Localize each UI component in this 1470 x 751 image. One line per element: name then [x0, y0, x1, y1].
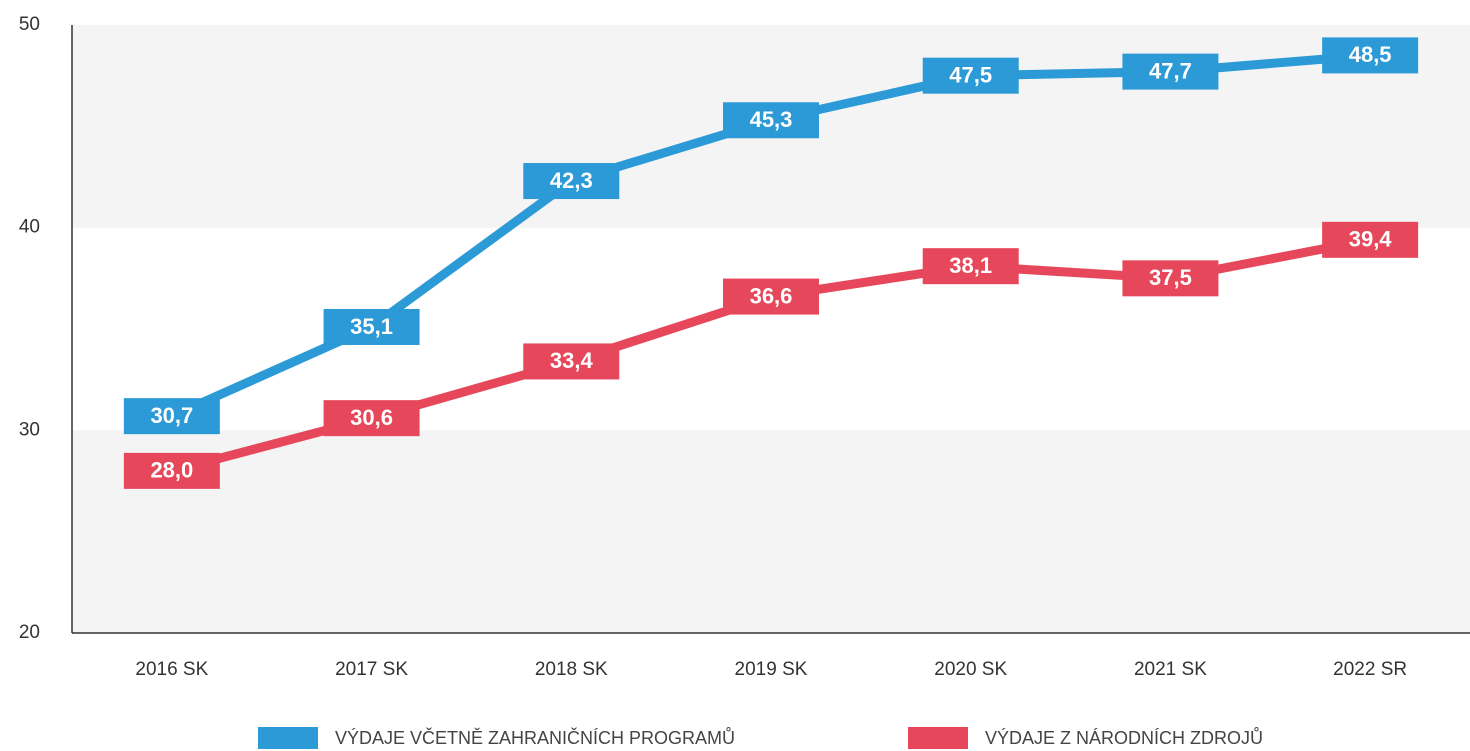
x-tick-label: 2017 SK — [335, 659, 408, 680]
data-label: 38,1 — [949, 253, 992, 278]
label-box — [523, 343, 620, 380]
label-box — [723, 278, 819, 315]
data-label: 47,7 — [1149, 58, 1192, 83]
data-label: 48,5 — [1349, 42, 1392, 67]
y-tick-label: 40 — [19, 217, 40, 238]
data-label: 36,6 — [750, 283, 793, 308]
y-tick-label: 30 — [19, 419, 40, 440]
x-tick-label: 2019 SK — [735, 659, 808, 680]
x-tick-label: 2018 SK — [535, 659, 608, 680]
data-label: 30,7 — [150, 403, 193, 428]
legend-swatch — [258, 727, 318, 749]
label-box — [323, 400, 420, 437]
x-tick-label: 2016 SK — [135, 659, 208, 680]
y-tick-label: 20 — [19, 622, 40, 643]
label-box — [123, 398, 220, 435]
x-tick-label: 2020 SK — [934, 659, 1007, 680]
label-box — [1322, 221, 1419, 258]
plot-band — [72, 430, 1470, 633]
label-box — [1322, 37, 1419, 74]
label-box — [922, 248, 1019, 285]
data-label: 35,1 — [350, 314, 393, 339]
data-label: 39,4 — [1349, 227, 1393, 252]
label-box — [1122, 53, 1219, 90]
y-tick-label: 50 — [19, 14, 40, 35]
data-label: 28,0 — [150, 458, 193, 483]
legend-label: VÝDAJE Z NÁRODNÍCH ZDROJŮ — [985, 727, 1263, 748]
data-label: 45,3 — [750, 107, 793, 132]
data-label: 30,6 — [350, 405, 393, 430]
x-tick-label: 2021 SK — [1134, 659, 1207, 680]
label-box — [723, 102, 819, 139]
label-box — [1122, 260, 1219, 297]
label-box — [523, 163, 620, 200]
x-tick-label: 2022 SR — [1333, 659, 1407, 680]
label-box — [922, 57, 1019, 94]
legend-swatch — [908, 727, 968, 749]
data-label: 33,4 — [550, 348, 594, 373]
label-box — [123, 452, 220, 489]
data-label: 47,5 — [949, 62, 992, 87]
label-box — [323, 308, 420, 345]
data-label: 37,5 — [1149, 265, 1192, 290]
data-label: 42,3 — [550, 168, 593, 193]
legend-label: VÝDAJE VČETNĚ ZAHRANIČNÍCH PROGRAMŮ — [335, 727, 735, 748]
